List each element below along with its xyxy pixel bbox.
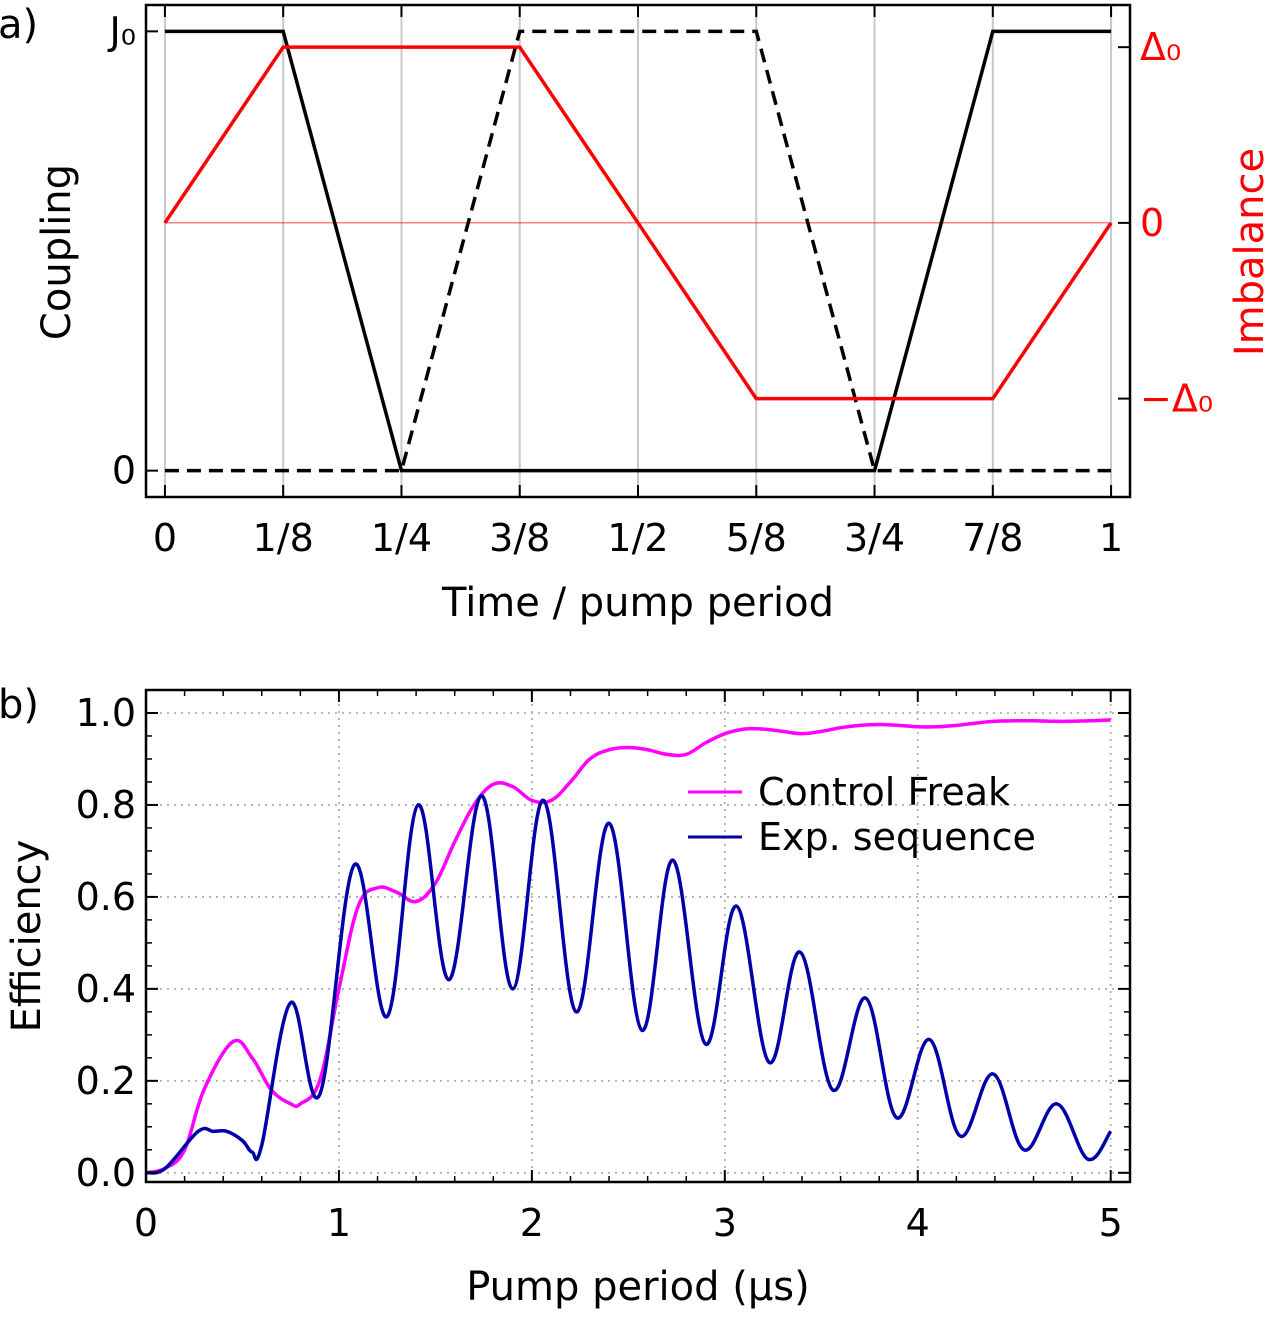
legend-label-exp-sequence: Exp. sequence: [758, 815, 1036, 859]
panel-b-ytick-label-3: 0.6: [76, 875, 136, 919]
panel-a-ylabel-right: Imbalance: [1227, 148, 1273, 356]
panel-a-xtick-label-8: 1: [1099, 516, 1123, 560]
panel-b-grid: [146, 690, 1130, 1182]
panel-b-xtick-label-1: 1: [327, 1201, 351, 1245]
panel-b-series-control-freak: [145, 718, 1111, 1175]
panel-a-ticks: 0 1/8 1/4 3/8 1/2 5/8 3/4 7/8 1 0 J₀ Δ₀ 0 −Δ₀: [108, 5, 1213, 560]
panel-a-xlabel: Time / pump period: [441, 580, 834, 626]
panel-a-ytick-left-label-1: J₀: [108, 9, 136, 53]
panel-a-imbalance-line: [163, 45, 1113, 401]
panel-a-ytick-left-label-0: 0: [112, 449, 136, 493]
panel-a-xtick-label-7: 7/8: [962, 516, 1023, 560]
panel-b-ytick-label-2: 0.4: [76, 967, 136, 1011]
panel-a-ytick-right-label-0: Δ₀: [1140, 25, 1181, 69]
panel-a-xtick-label-5: 5/8: [726, 516, 787, 560]
panel-b-xtick-label-5: 5: [1099, 1201, 1123, 1245]
panel-b-ytick-label-0: 0.0: [76, 1151, 136, 1195]
panel-a-ylabel-left: Coupling: [34, 164, 80, 340]
panel-a-coupling-solid-line: [164, 29, 1112, 473]
legend-label-control-freak: Control Freak: [758, 770, 1010, 814]
panel-a-xtick-label-1: 1/8: [253, 516, 314, 560]
panel-b-ylabel: Efficiency: [4, 840, 50, 1033]
panel-a-plot: [163, 29, 1113, 473]
panel-a-xtick-label-3: 3/8: [489, 516, 550, 560]
panel-b-xtick-label-3: 3: [713, 1201, 737, 1245]
panel-b-frame: [144, 688, 1132, 1184]
panel-b-plot: [145, 718, 1113, 1175]
panel-b-ytick-label-5: 1.0: [76, 691, 136, 735]
panel-b-xlabel: Pump period (μs): [466, 1264, 809, 1310]
panel-b-series-exp-sequence: [145, 794, 1113, 1175]
panel-a-grid: [163, 5, 1113, 497]
panel-a-ytick-right-label-1: 0: [1140, 201, 1164, 245]
panel-b-ytick-label-4: 0.8: [76, 783, 136, 827]
panel-a-frame: [144, 3, 1132, 499]
panel-a-label: a): [0, 2, 38, 48]
panel-b-legend: Control Freak Exp. sequence: [688, 770, 1036, 859]
panel-b-xtick-label-0: 0: [134, 1201, 158, 1245]
panel-b-label: b): [0, 682, 39, 728]
panel-b-xtick-label-4: 4: [906, 1201, 930, 1245]
panel-b-xtick-label-2: 2: [520, 1201, 544, 1245]
panel-b-ytick-label-1: 0.2: [76, 1059, 136, 1103]
panel-a-xtick-label-2: 1/4: [371, 516, 432, 560]
panel-a-xtick-label-6: 3/4: [844, 516, 905, 560]
panel-a-xtick-label-4: 1/2: [607, 516, 668, 560]
panel-a-xtick-label-0: 0: [153, 516, 177, 560]
panel-b-ticks: 0 1 2 3 4 5 0.0 0.2 0.4 0.6 0.8 1.0: [76, 690, 1130, 1245]
panel-a-ytick-right-label-2: −Δ₀: [1140, 377, 1213, 421]
